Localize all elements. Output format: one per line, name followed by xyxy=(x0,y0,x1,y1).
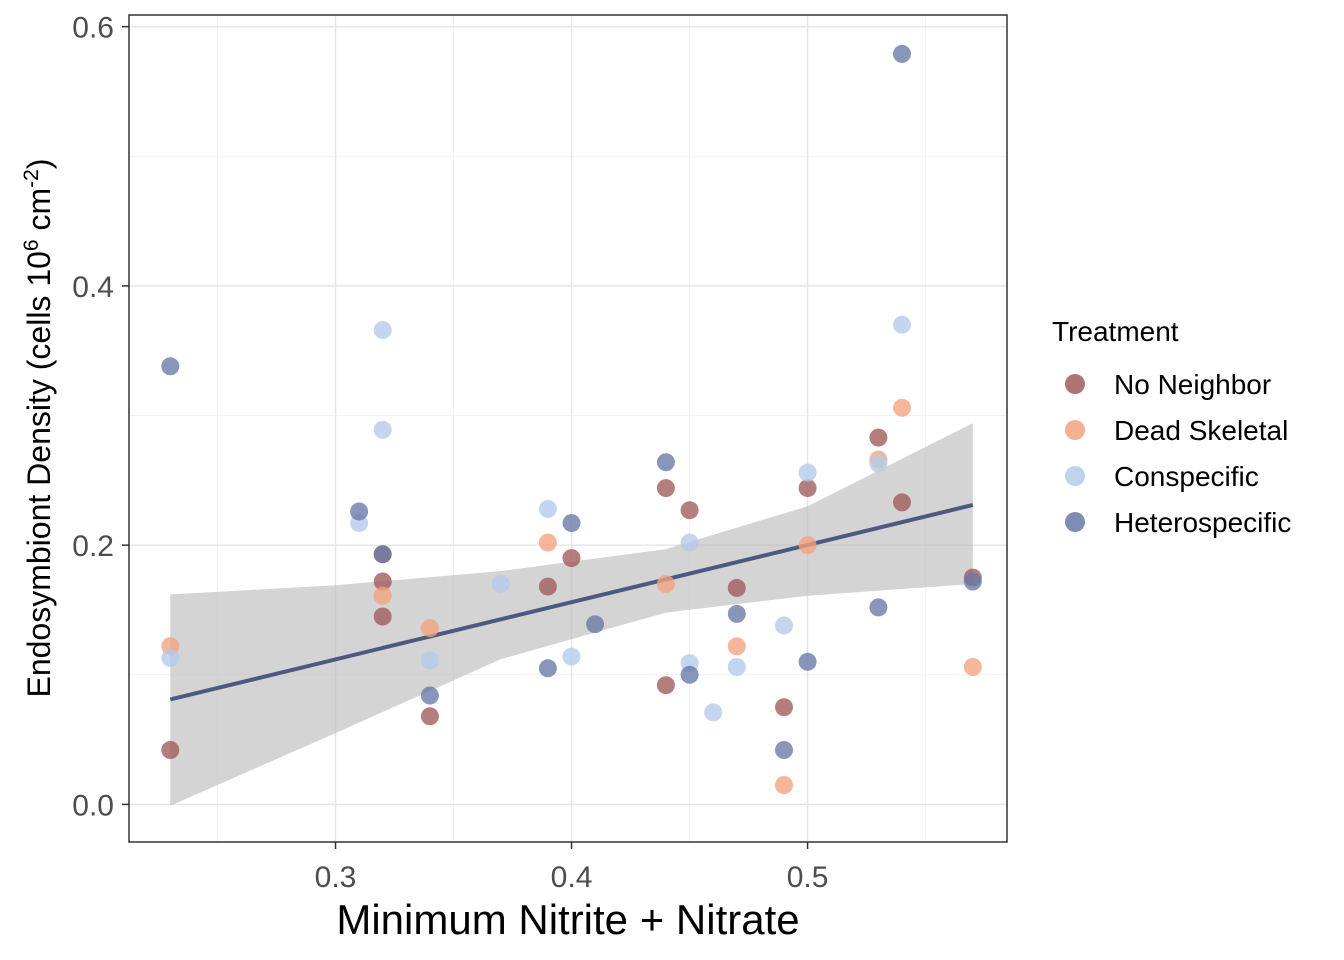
legend-label: Conspecific xyxy=(1114,461,1259,492)
data-point xyxy=(161,648,180,667)
x-axis-title: Minimum Nitrite + Nitrate xyxy=(336,896,799,943)
y-axis-title-suffix: ) xyxy=(21,159,57,170)
data-point xyxy=(656,575,675,593)
trend-line xyxy=(169,503,974,702)
y-tick-label: 0.6 xyxy=(72,12,114,45)
data-point xyxy=(680,501,699,520)
legend-key xyxy=(1065,466,1085,486)
data-point xyxy=(893,493,911,512)
data-point xyxy=(775,741,793,759)
data-point xyxy=(562,549,581,568)
y-tick-label: 0.4 xyxy=(72,271,114,304)
data-point xyxy=(420,619,439,638)
data-point xyxy=(373,545,392,564)
legend: Treatment No Neighbor Dead Skeletal Conspe… xyxy=(1052,316,1291,538)
legend-label: Heterospecific xyxy=(1114,507,1291,538)
data-point xyxy=(963,658,982,676)
data-point xyxy=(727,604,746,623)
y-axis-ticks: 0.0 0.2 0.4 0.6 xyxy=(72,12,129,822)
data-point xyxy=(562,647,581,666)
data-point xyxy=(562,514,581,533)
data-point xyxy=(373,586,392,605)
x-tick-label: 0.3 xyxy=(315,861,357,894)
data-point xyxy=(893,398,911,417)
data-point xyxy=(727,637,746,656)
data-point xyxy=(373,420,392,439)
data-point xyxy=(538,577,557,596)
data-point xyxy=(869,428,888,447)
data-point xyxy=(798,479,817,498)
legend-title: Treatment xyxy=(1052,316,1179,347)
legend-key xyxy=(1065,374,1085,394)
data-point xyxy=(538,659,557,678)
data-point xyxy=(963,572,982,591)
data-point xyxy=(680,533,699,552)
data-point xyxy=(373,321,392,339)
data-point xyxy=(775,698,793,717)
data-point xyxy=(798,463,817,482)
data-point xyxy=(420,707,439,726)
data-point xyxy=(161,741,180,759)
data-point xyxy=(350,502,369,521)
data-point xyxy=(680,665,699,684)
data-point xyxy=(420,686,439,705)
data-point xyxy=(727,578,746,597)
data-point xyxy=(893,315,911,334)
plot-area xyxy=(128,14,1008,843)
trend-line-layer xyxy=(169,503,974,702)
data-point xyxy=(538,499,557,518)
y-axis-title-sup1: 6 xyxy=(20,239,43,251)
x-axis-ticks: 0.3 0.4 0.5 xyxy=(315,842,829,894)
data-point xyxy=(373,607,392,626)
legend-key xyxy=(1065,512,1085,532)
data-point xyxy=(161,357,180,376)
data-point xyxy=(727,658,746,676)
minor-gridlines xyxy=(129,15,1007,842)
data-point xyxy=(491,575,510,593)
legend-key xyxy=(1065,420,1085,440)
legend-label: Dead Skeletal xyxy=(1114,415,1288,446)
data-point xyxy=(775,776,793,794)
y-axis-title-sup2: -2 xyxy=(20,169,43,188)
y-tick-label: 0.2 xyxy=(72,530,114,563)
points-layer xyxy=(161,44,982,794)
y-axis-title: Endosymbiont Density (cells 106 cm-2) xyxy=(20,159,57,698)
confidence-band xyxy=(170,423,973,806)
y-axis-title-prefix: Endosymbiont Density (cells 10 xyxy=(21,251,57,697)
y-axis-title-mid: cm xyxy=(21,188,57,240)
x-tick-label: 0.5 xyxy=(787,861,829,894)
x-tick-label: 0.4 xyxy=(551,861,593,894)
data-point xyxy=(798,652,817,671)
confidence-band-layer xyxy=(170,423,973,806)
data-point xyxy=(869,454,888,473)
data-point xyxy=(798,536,817,555)
data-point xyxy=(775,616,793,635)
data-point xyxy=(893,44,911,63)
data-point xyxy=(420,651,439,670)
data-point xyxy=(373,572,392,591)
data-point xyxy=(704,703,723,722)
data-point xyxy=(869,598,888,617)
data-point xyxy=(656,479,675,498)
data-point xyxy=(656,453,675,472)
data-point xyxy=(586,615,605,634)
data-point xyxy=(656,676,675,695)
y-tick-label: 0.0 xyxy=(72,789,114,822)
data-point xyxy=(538,533,557,552)
legend-label: No Neighbor xyxy=(1114,369,1271,400)
plot-border xyxy=(128,14,1008,843)
legend-items: No Neighbor Dead Skeletal Conspecific Heter… xyxy=(1065,369,1291,538)
